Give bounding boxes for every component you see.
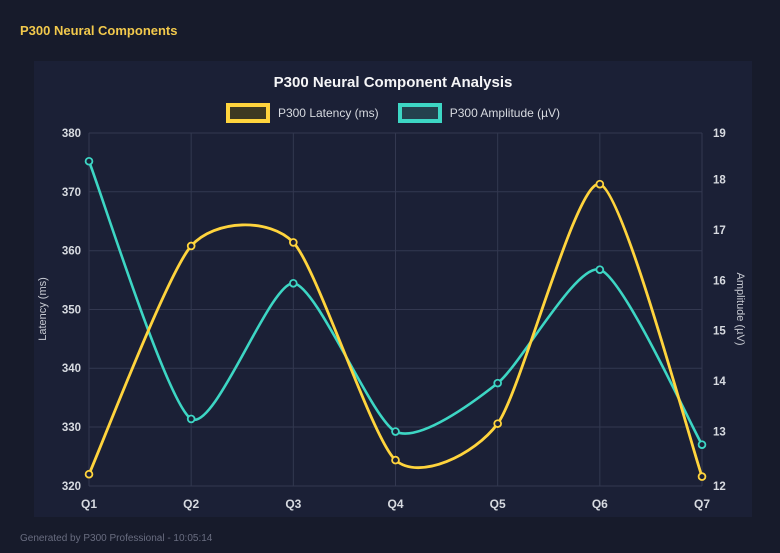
svg-text:18: 18 [713, 174, 726, 186]
svg-text:Q6: Q6 [592, 497, 608, 511]
svg-text:380: 380 [62, 128, 81, 140]
svg-text:19: 19 [713, 128, 726, 140]
svg-text:13: 13 [713, 427, 726, 439]
svg-text:370: 370 [62, 187, 81, 199]
svg-text:340: 340 [62, 363, 81, 375]
svg-text:330: 330 [62, 422, 81, 434]
svg-text:14: 14 [713, 376, 726, 388]
svg-text:12: 12 [713, 481, 726, 493]
svg-text:350: 350 [62, 305, 81, 317]
svg-text:Q3: Q3 [285, 497, 301, 511]
svg-text:Q4: Q4 [387, 497, 403, 511]
svg-text:Q2: Q2 [183, 497, 199, 511]
svg-text:16: 16 [713, 275, 726, 287]
svg-text:360: 360 [62, 246, 81, 258]
svg-text:Q5: Q5 [490, 497, 506, 511]
svg-text:320: 320 [62, 481, 81, 493]
svg-text:Q7: Q7 [694, 497, 710, 511]
svg-text:Q1: Q1 [81, 497, 97, 511]
svg-text:15: 15 [713, 326, 726, 338]
svg-text:17: 17 [713, 225, 726, 237]
